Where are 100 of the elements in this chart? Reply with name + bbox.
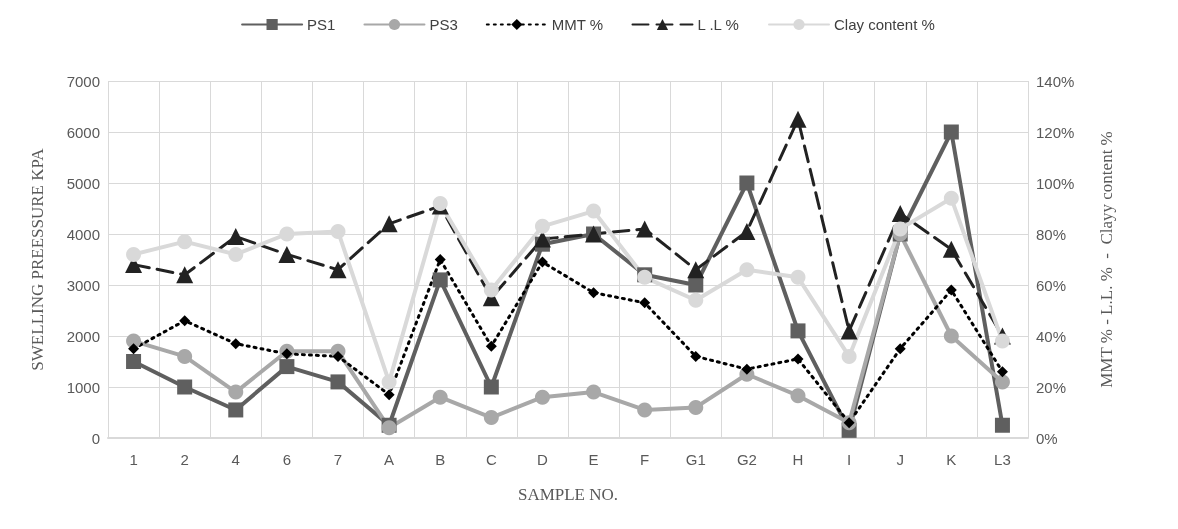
point (894, 343, 906, 355)
point (485, 340, 497, 352)
point (739, 262, 755, 278)
point (228, 246, 244, 262)
point (330, 223, 346, 239)
point (383, 389, 395, 401)
point (790, 269, 806, 285)
point (483, 379, 499, 395)
point (176, 266, 194, 284)
point (687, 261, 705, 279)
x-tick-label: B (435, 451, 446, 468)
point (790, 388, 806, 404)
y-tick-label: 1000 (66, 378, 100, 396)
point (228, 402, 244, 418)
point (840, 322, 858, 340)
point (994, 374, 1010, 390)
y2-tick-label: 0% (1036, 429, 1058, 447)
point (536, 256, 548, 268)
point (381, 374, 397, 390)
legend-label: PS1 (307, 16, 336, 33)
point (738, 222, 756, 240)
x-tick-label: 2 (180, 451, 189, 468)
y-tick-label: 4000 (66, 225, 100, 243)
x-tick-label: A (384, 451, 395, 468)
point (588, 287, 600, 299)
x-tick-label: D (537, 451, 549, 468)
point (792, 353, 804, 365)
point (434, 254, 446, 265)
point (432, 389, 448, 405)
x-tick-label: G2 (736, 451, 757, 468)
y-axis-title: SWELLING PREESSURE KPA (28, 147, 47, 371)
point (483, 410, 499, 426)
point (741, 363, 753, 375)
x-tick-label: C (485, 451, 497, 468)
point (230, 338, 242, 350)
y2-tick-label: 80% (1036, 225, 1067, 243)
x-tick-label: E (588, 451, 599, 468)
point (637, 402, 653, 418)
point (534, 218, 550, 234)
y2-tick-label: 60% (1036, 276, 1067, 294)
x-tick-label: K (946, 451, 957, 468)
x-tick-label: 7 (333, 451, 343, 468)
y-tick-label: 5000 (66, 174, 100, 192)
point (639, 297, 651, 309)
legend-label: Clay content % (834, 16, 935, 33)
legend-label: L .L % (697, 16, 739, 33)
y2-tick-label: 20% (1036, 378, 1067, 396)
point (790, 323, 806, 339)
x-tick-label: L3 (994, 451, 1011, 468)
point (227, 228, 245, 246)
point (943, 190, 959, 206)
x-tick-label: F (640, 451, 650, 468)
y-tick-label: 6000 (66, 123, 100, 141)
point (891, 205, 909, 223)
point (483, 282, 499, 298)
y-tick-label: 3000 (66, 276, 100, 294)
x-tick-label: H (792, 451, 804, 468)
point (281, 348, 293, 360)
point (126, 246, 142, 262)
point (279, 359, 295, 375)
point (586, 384, 602, 400)
point (994, 333, 1010, 349)
point (994, 417, 1010, 433)
point (996, 366, 1008, 378)
x-tick-label: G1 (685, 451, 706, 468)
point (688, 277, 704, 293)
x-tick-label: I (847, 451, 852, 468)
y2-tick-label: 120% (1036, 123, 1075, 141)
point (177, 234, 193, 250)
y2-axis-title: MMT % - L.L. % - Clayy content % (1097, 131, 1116, 388)
y-tick-label: 2000 (66, 327, 100, 345)
point (432, 195, 448, 211)
legend-label: MMT % (551, 16, 604, 33)
y-tick-label: 0 (91, 429, 100, 447)
x-axis-title: SAMPLE NO. (517, 485, 619, 504)
y-tick-label: 7000 (66, 72, 100, 90)
x-tick-label: 4 (231, 451, 240, 468)
x-tick-label: 1 (129, 451, 138, 468)
point (690, 350, 702, 362)
point (278, 245, 296, 263)
y2-tick-label: 40% (1036, 327, 1067, 345)
point (841, 348, 857, 364)
point (228, 384, 244, 400)
point (739, 175, 755, 191)
y2-tick-label: 100% (1036, 174, 1075, 192)
point (432, 272, 448, 288)
point (636, 220, 654, 238)
legend-label: PS3 (429, 16, 458, 33)
x-tick-label: 6 (282, 451, 292, 468)
point (177, 379, 193, 395)
x-tick-label: J (896, 451, 904, 468)
point (330, 374, 346, 390)
point (534, 389, 550, 405)
point (688, 292, 704, 308)
point (279, 226, 295, 242)
point (943, 328, 959, 344)
point (892, 221, 908, 237)
point (688, 399, 704, 415)
point (179, 315, 191, 327)
point (332, 350, 344, 362)
